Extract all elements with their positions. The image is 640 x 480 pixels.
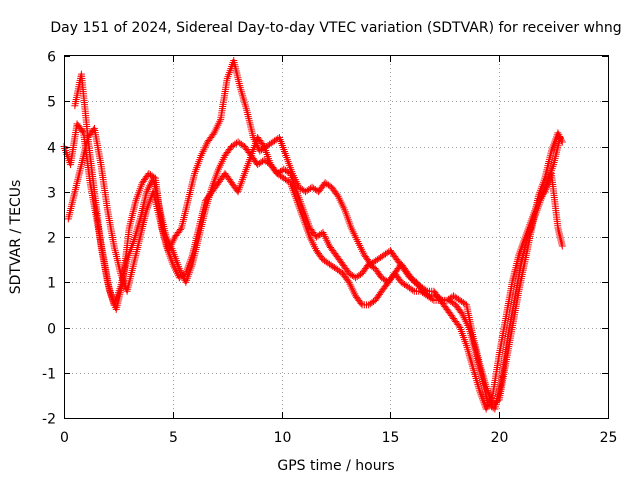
x-tick-label: 10 xyxy=(274,430,292,446)
data-point xyxy=(259,141,267,149)
data-point xyxy=(428,295,436,303)
y-tick-label: 1 xyxy=(47,276,56,292)
y-tick-label: 2 xyxy=(47,231,56,247)
data-point xyxy=(357,299,365,307)
data-point xyxy=(176,225,184,233)
y-axis-label: SDTVAR / TECUs xyxy=(8,180,24,295)
data-point xyxy=(78,127,86,135)
plot-frame xyxy=(64,55,609,419)
data-point xyxy=(558,138,566,146)
x-tick-label: 5 xyxy=(169,430,178,446)
y-tick-label: -1 xyxy=(42,367,56,383)
series-track-3 xyxy=(64,124,566,413)
data-point xyxy=(558,242,566,250)
data-point xyxy=(555,131,563,139)
y-tick-label: 6 xyxy=(47,50,56,66)
x-tick-label: 15 xyxy=(382,430,400,446)
grid-lines xyxy=(64,56,608,418)
y-tick-label: 5 xyxy=(47,95,56,111)
y-tick-label: 3 xyxy=(47,186,56,202)
data-point xyxy=(557,134,565,142)
data-point xyxy=(455,322,463,330)
x-tick-label: 20 xyxy=(491,430,509,446)
y-tick-label: -2 xyxy=(42,412,56,428)
series-track-2 xyxy=(71,70,566,408)
data-point xyxy=(540,189,548,197)
x-tick-label: 25 xyxy=(600,430,618,446)
chart-title: Day 151 of 2024, Sidereal Day-to-day VTE… xyxy=(50,20,621,36)
data-point xyxy=(409,286,417,294)
data-point xyxy=(422,286,430,294)
x-tick-label: 0 xyxy=(60,430,69,446)
y-tick-label: 0 xyxy=(47,322,56,338)
data-point xyxy=(554,129,562,137)
data-point xyxy=(557,136,565,144)
x-axis-ticks: 0 5 10 15 20 25 xyxy=(60,56,617,446)
data-markers xyxy=(60,57,566,413)
data-point xyxy=(556,133,564,141)
x-axis-label: GPS time / hours xyxy=(277,458,394,474)
y-tick-label: 4 xyxy=(47,141,56,157)
